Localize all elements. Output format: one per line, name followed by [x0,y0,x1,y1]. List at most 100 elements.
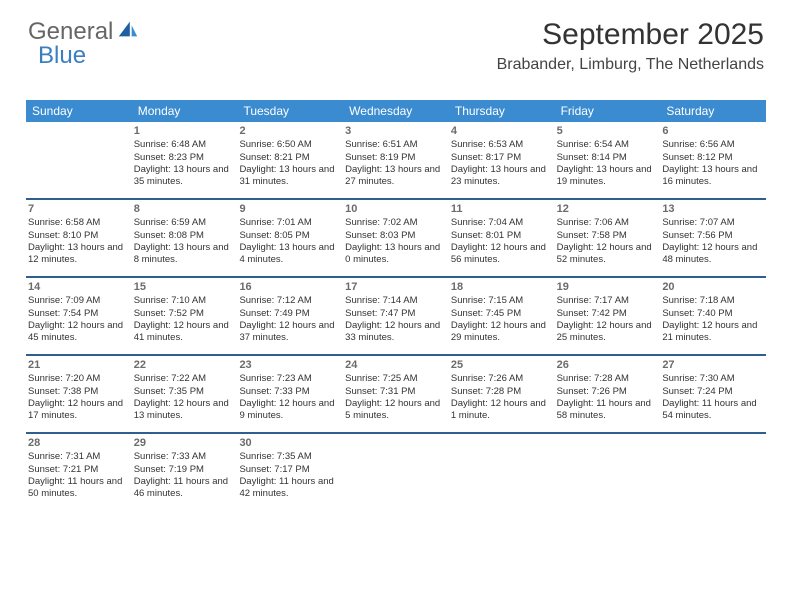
daylight-text: Daylight: 11 hours and 42 minutes. [239,476,339,501]
sunrise-text: Sunrise: 7:02 AM [345,217,445,229]
calendar-cell: 15Sunrise: 7:10 AMSunset: 7:52 PMDayligh… [132,278,238,354]
sunrise-text: Sunrise: 7:23 AM [239,373,339,385]
day-number: 20 [662,280,762,294]
sunrise-text: Sunrise: 7:15 AM [451,295,551,307]
calendar-cell: 8Sunrise: 6:59 AMSunset: 8:08 PMDaylight… [132,200,238,276]
daylight-text: Daylight: 13 hours and 12 minutes. [28,242,128,267]
daylight-text: Daylight: 13 hours and 31 minutes. [239,164,339,189]
day-number: 29 [134,436,234,450]
sunset-text: Sunset: 7:45 PM [451,308,551,320]
sunset-text: Sunset: 7:28 PM [451,386,551,398]
day-number: 30 [239,436,339,450]
calendar-cell: 18Sunrise: 7:15 AMSunset: 7:45 PMDayligh… [449,278,555,354]
dayhead-wed: Wednesday [343,100,449,122]
calendar-cell: 7Sunrise: 6:58 AMSunset: 8:10 PMDaylight… [26,200,132,276]
daylight-text: Daylight: 12 hours and 52 minutes. [557,242,657,267]
daylight-text: Daylight: 12 hours and 29 minutes. [451,320,551,345]
sunrise-text: Sunrise: 7:28 AM [557,373,657,385]
calendar-cell: 2Sunrise: 6:50 AMSunset: 8:21 PMDaylight… [237,122,343,198]
calendar-cell: 17Sunrise: 7:14 AMSunset: 7:47 PMDayligh… [343,278,449,354]
calendar-cell: 27Sunrise: 7:30 AMSunset: 7:24 PMDayligh… [660,356,766,432]
dayhead-mon: Monday [132,100,238,122]
calendar-cell: 22Sunrise: 7:22 AMSunset: 7:35 PMDayligh… [132,356,238,432]
daylight-text: Daylight: 11 hours and 50 minutes. [28,476,128,501]
sunset-text: Sunset: 7:35 PM [134,386,234,398]
calendar-cell [449,434,555,510]
daylight-text: Daylight: 13 hours and 19 minutes. [557,164,657,189]
sunrise-text: Sunrise: 7:12 AM [239,295,339,307]
sunset-text: Sunset: 8:03 PM [345,230,445,242]
sunset-text: Sunset: 7:31 PM [345,386,445,398]
sunset-text: Sunset: 7:26 PM [557,386,657,398]
day-number: 16 [239,280,339,294]
daylight-text: Daylight: 12 hours and 17 minutes. [28,398,128,423]
dayhead-sun: Sunday [26,100,132,122]
calendar-week: 1Sunrise: 6:48 AMSunset: 8:23 PMDaylight… [26,122,766,200]
day-number: 18 [451,280,551,294]
sunset-text: Sunset: 7:58 PM [557,230,657,242]
calendar-cell: 5Sunrise: 6:54 AMSunset: 8:14 PMDaylight… [555,122,661,198]
daylight-text: Daylight: 12 hours and 1 minute. [451,398,551,423]
calendar-cell: 21Sunrise: 7:20 AMSunset: 7:38 PMDayligh… [26,356,132,432]
daylight-text: Daylight: 13 hours and 0 minutes. [345,242,445,267]
page-subtitle: Brabander, Limburg, The Netherlands [497,56,764,74]
sunset-text: Sunset: 7:19 PM [134,464,234,476]
day-number: 22 [134,358,234,372]
calendar-cell: 6Sunrise: 6:56 AMSunset: 8:12 PMDaylight… [660,122,766,198]
sunset-text: Sunset: 8:08 PM [134,230,234,242]
day-number: 25 [451,358,551,372]
daylight-text: Daylight: 13 hours and 16 minutes. [662,164,762,189]
daylight-text: Daylight: 12 hours and 33 minutes. [345,320,445,345]
sunrise-text: Sunrise: 6:53 AM [451,139,551,151]
sunrise-text: Sunrise: 7:14 AM [345,295,445,307]
sunrise-text: Sunrise: 6:51 AM [345,139,445,151]
day-number: 3 [345,124,445,138]
sunrise-text: Sunrise: 7:17 AM [557,295,657,307]
sunrise-text: Sunrise: 7:09 AM [28,295,128,307]
calendar-week: 21Sunrise: 7:20 AMSunset: 7:38 PMDayligh… [26,356,766,434]
daylight-text: Daylight: 12 hours and 56 minutes. [451,242,551,267]
calendar-cell: 24Sunrise: 7:25 AMSunset: 7:31 PMDayligh… [343,356,449,432]
sunset-text: Sunset: 8:17 PM [451,152,551,164]
sunset-text: Sunset: 7:21 PM [28,464,128,476]
sunset-text: Sunset: 7:17 PM [239,464,339,476]
daylight-text: Daylight: 13 hours and 4 minutes. [239,242,339,267]
sunset-text: Sunset: 7:42 PM [557,308,657,320]
calendar-cell [343,434,449,510]
sunset-text: Sunset: 8:14 PM [557,152,657,164]
calendar-cell [555,434,661,510]
daylight-text: Daylight: 11 hours and 54 minutes. [662,398,762,423]
daylight-text: Daylight: 12 hours and 45 minutes. [28,320,128,345]
calendar-week: 14Sunrise: 7:09 AMSunset: 7:54 PMDayligh… [26,278,766,356]
dayhead-thu: Thursday [449,100,555,122]
sunset-text: Sunset: 8:05 PM [239,230,339,242]
day-number: 19 [557,280,657,294]
calendar-cell [660,434,766,510]
calendar-cell: 12Sunrise: 7:06 AMSunset: 7:58 PMDayligh… [555,200,661,276]
dayhead-fri: Friday [555,100,661,122]
calendar-cell: 25Sunrise: 7:26 AMSunset: 7:28 PMDayligh… [449,356,555,432]
sunrise-text: Sunrise: 7:06 AM [557,217,657,229]
sunrise-text: Sunrise: 7:25 AM [345,373,445,385]
day-number: 27 [662,358,762,372]
day-number: 10 [345,202,445,216]
sunset-text: Sunset: 7:33 PM [239,386,339,398]
page-title: September 2025 [497,18,764,52]
day-number: 11 [451,202,551,216]
daylight-text: Daylight: 12 hours and 21 minutes. [662,320,762,345]
calendar-cell: 19Sunrise: 7:17 AMSunset: 7:42 PMDayligh… [555,278,661,354]
sunrise-text: Sunrise: 6:50 AM [239,139,339,151]
sunset-text: Sunset: 7:52 PM [134,308,234,320]
calendar-cell: 20Sunrise: 7:18 AMSunset: 7:40 PMDayligh… [660,278,766,354]
sunrise-text: Sunrise: 7:10 AM [134,295,234,307]
day-number: 5 [557,124,657,138]
daylight-text: Daylight: 12 hours and 37 minutes. [239,320,339,345]
calendar-cell: 13Sunrise: 7:07 AMSunset: 7:56 PMDayligh… [660,200,766,276]
day-number: 2 [239,124,339,138]
sunset-text: Sunset: 7:24 PM [662,386,762,398]
sunset-text: Sunset: 8:21 PM [239,152,339,164]
sail-icon [117,19,139,39]
sunset-text: Sunset: 7:49 PM [239,308,339,320]
calendar-cell [26,122,132,198]
calendar-cell: 1Sunrise: 6:48 AMSunset: 8:23 PMDaylight… [132,122,238,198]
